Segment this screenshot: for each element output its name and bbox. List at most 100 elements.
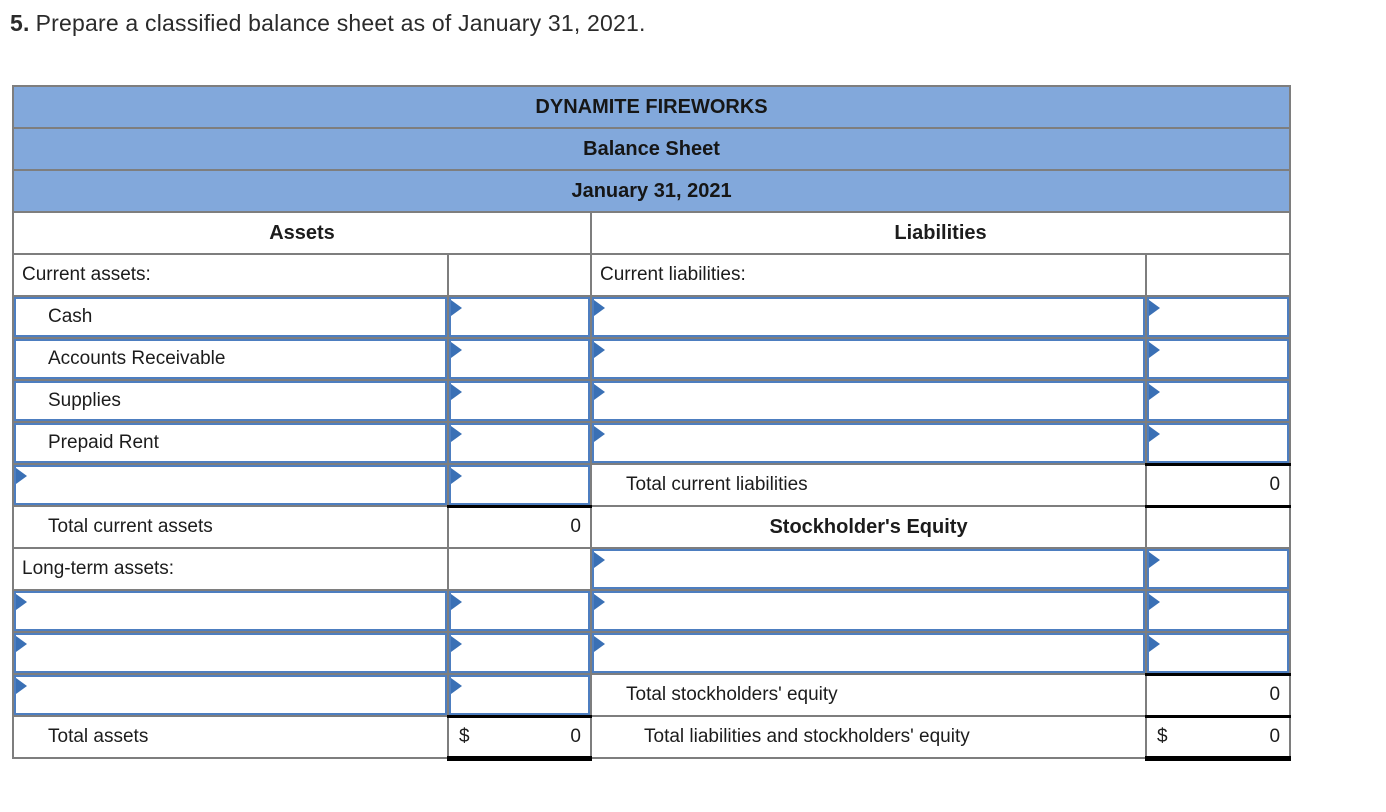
table-row bbox=[12, 589, 1292, 633]
table-row: Supplies bbox=[12, 379, 1292, 423]
current-liabilities-header: Current liabilities: bbox=[590, 253, 1147, 297]
dropdown-flag-icon bbox=[594, 636, 605, 652]
asset-account-input-accounts-receivable[interactable]: Accounts Receivable bbox=[15, 340, 446, 378]
total-liabilities-equity-label: Total liabilities and stockholders' equi… bbox=[590, 715, 1147, 759]
table-row bbox=[12, 631, 1292, 675]
dropdown-flag-icon bbox=[16, 468, 27, 484]
total-assets-label: Total assets bbox=[12, 715, 449, 759]
dropdown-flag-icon bbox=[594, 552, 605, 568]
empty-cell bbox=[447, 253, 592, 297]
liability-account-input[interactable] bbox=[593, 382, 1144, 420]
instruction-text: 5. Prepare a classified balance sheet as … bbox=[10, 10, 646, 37]
total-liabilities-equity-value: 0 bbox=[1269, 725, 1281, 747]
asset-account-input[interactable] bbox=[15, 676, 446, 714]
equity-account-input[interactable] bbox=[593, 592, 1144, 630]
dropdown-flag-icon bbox=[16, 594, 27, 610]
empty-cell bbox=[1144, 505, 1292, 549]
dropdown-flag-icon bbox=[1149, 342, 1160, 358]
currency-symbol: $ bbox=[1157, 725, 1168, 747]
liability-account-input[interactable] bbox=[593, 424, 1144, 462]
liabilities-section-header: Liabilities bbox=[589, 211, 1292, 255]
statement-title: Balance Sheet bbox=[11, 127, 1292, 171]
asset-account-input[interactable] bbox=[15, 466, 446, 504]
liability-amount-input[interactable] bbox=[1148, 340, 1289, 378]
dropdown-flag-icon bbox=[451, 426, 462, 442]
table-row: Balance Sheet bbox=[11, 127, 1292, 171]
table-row: Prepaid Rent bbox=[12, 421, 1292, 465]
table-row: Total assets $ 0 Total liabilities and s… bbox=[12, 714, 1292, 761]
table-row: January 31, 2021 bbox=[11, 169, 1292, 213]
table-row: Accounts Receivable bbox=[12, 337, 1292, 381]
dropdown-flag-icon bbox=[16, 636, 27, 652]
liability-account-input[interactable] bbox=[593, 340, 1144, 378]
asset-account-input-prepaid-rent[interactable]: Prepaid Rent bbox=[15, 424, 446, 462]
asset-amount-input[interactable] bbox=[450, 382, 589, 420]
table-row: Total current assets 0 Stockholder's Equ… bbox=[12, 504, 1292, 549]
dropdown-flag-icon bbox=[1149, 426, 1160, 442]
dropdown-flag-icon bbox=[594, 426, 605, 442]
currency-symbol: $ bbox=[459, 725, 470, 747]
asset-amount-input[interactable] bbox=[450, 592, 589, 630]
dropdown-flag-icon bbox=[451, 678, 462, 694]
equity-amount-input[interactable] bbox=[1148, 550, 1289, 588]
asset-amount-input[interactable] bbox=[450, 340, 589, 378]
company-name: DYNAMITE FIREWORKS bbox=[11, 85, 1292, 129]
total-current-assets-value: 0 bbox=[447, 504, 592, 549]
table-row: Long-term assets: bbox=[12, 547, 1292, 591]
instruction-number: 5. bbox=[10, 10, 30, 36]
total-assets-value: 0 bbox=[570, 725, 581, 747]
asset-amount-input[interactable] bbox=[450, 634, 589, 672]
asset-account-input-supplies[interactable]: Supplies bbox=[15, 382, 446, 420]
balance-sheet-table: DYNAMITE FIREWORKS Balance Sheet January… bbox=[11, 85, 1292, 761]
dropdown-flag-icon bbox=[594, 384, 605, 400]
asset-amount-input[interactable] bbox=[450, 424, 589, 462]
liability-amount-input[interactable] bbox=[1148, 382, 1289, 420]
total-current-assets-label: Total current assets bbox=[12, 505, 449, 549]
total-stockholders-equity-value: 0 bbox=[1144, 672, 1292, 718]
dropdown-flag-icon bbox=[1149, 636, 1160, 652]
longterm-assets-header: Long-term assets: bbox=[12, 547, 449, 591]
equity-account-input[interactable] bbox=[593, 550, 1144, 588]
empty-cell bbox=[447, 547, 592, 591]
asset-amount-input[interactable] bbox=[450, 298, 589, 336]
liability-amount-input[interactable] bbox=[1148, 424, 1289, 462]
dropdown-flag-icon bbox=[1149, 384, 1160, 400]
dropdown-flag-icon bbox=[1149, 594, 1160, 610]
table-row: Cash bbox=[12, 295, 1292, 339]
dropdown-flag-icon bbox=[451, 384, 462, 400]
dropdown-flag-icon bbox=[16, 678, 27, 694]
dropdown-flag-icon bbox=[1149, 300, 1160, 316]
total-stockholders-equity-label: Total stockholders' equity bbox=[590, 673, 1147, 717]
asset-account-input-cash[interactable]: Cash bbox=[15, 298, 446, 336]
total-current-liabilities-label: Total current liabilities bbox=[590, 463, 1147, 507]
equity-amount-input[interactable] bbox=[1148, 634, 1289, 672]
dropdown-flag-icon bbox=[594, 342, 605, 358]
empty-cell bbox=[1144, 253, 1292, 297]
liability-account-input[interactable] bbox=[593, 298, 1144, 336]
total-assets-cell: $ 0 bbox=[447, 714, 592, 761]
asset-account-input[interactable] bbox=[15, 592, 446, 630]
dropdown-flag-icon bbox=[451, 342, 462, 358]
dropdown-flag-icon bbox=[451, 594, 462, 610]
table-row: Assets Liabilities bbox=[12, 211, 1292, 255]
equity-amount-input[interactable] bbox=[1148, 592, 1289, 630]
asset-account-input[interactable] bbox=[15, 634, 446, 672]
table-row: Current assets: Current liabilities: bbox=[12, 253, 1292, 297]
table-row: Total stockholders' equity 0 bbox=[12, 672, 1292, 718]
dropdown-flag-icon bbox=[594, 594, 605, 610]
dropdown-flag-icon bbox=[594, 300, 605, 316]
asset-amount-input[interactable] bbox=[450, 466, 589, 504]
stockholders-equity-header: Stockholder's Equity bbox=[590, 505, 1147, 549]
current-assets-header: Current assets: bbox=[12, 253, 449, 297]
assets-section-header: Assets bbox=[12, 211, 592, 255]
instruction-body: Prepare a classified balance sheet as of… bbox=[35, 10, 646, 36]
equity-account-input[interactable] bbox=[593, 634, 1144, 672]
statement-date: January 31, 2021 bbox=[11, 169, 1292, 213]
liability-amount-input[interactable] bbox=[1148, 298, 1289, 336]
asset-amount-input[interactable] bbox=[450, 676, 589, 714]
total-current-liabilities-value: 0 bbox=[1144, 462, 1292, 508]
dropdown-flag-icon bbox=[451, 300, 462, 316]
dropdown-flag-icon bbox=[451, 468, 462, 484]
dropdown-flag-icon bbox=[1149, 552, 1160, 568]
